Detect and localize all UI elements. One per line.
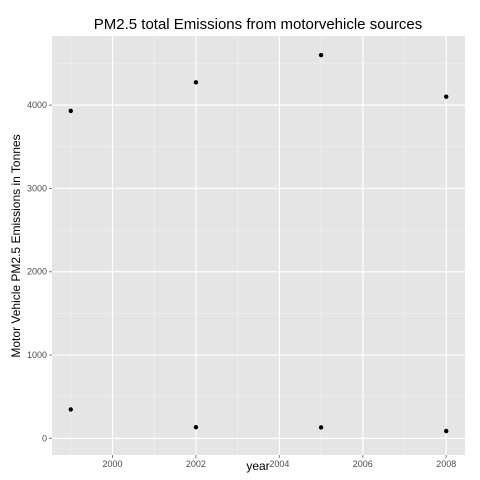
data-point [444, 428, 449, 434]
y-tick-label: 3000 [27, 183, 47, 193]
y-tick-label: 4000 [27, 100, 47, 110]
x-axis-label: year [246, 459, 269, 473]
y-tick-label: 2000 [27, 267, 47, 277]
data-point [68, 407, 73, 412]
plot-panel [52, 36, 465, 455]
y-axis-label: Motor Vehicle PM2.5 Emissions in Tonnes [9, 134, 23, 357]
chart-title: PM2.5 total Emissions from motorvehicle … [94, 16, 422, 33]
data-point [193, 80, 199, 85]
x-axis-ticks: 2000 2002 2004 2006 2008 [102, 455, 456, 469]
x-tick-label: 2004 [269, 459, 289, 469]
data-point [68, 108, 73, 114]
data-point [318, 425, 324, 430]
y-axis-ticks: 0 1000 2000 3000 4000 [27, 100, 52, 443]
y-tick-label: 0 [42, 433, 47, 443]
grid-lines [52, 36, 465, 455]
x-tick-label: 2002 [186, 459, 206, 469]
data-points [68, 52, 449, 434]
x-tick-label: 2008 [436, 459, 456, 469]
x-tick-label: 2006 [353, 459, 373, 469]
x-tick-label: 2000 [102, 459, 122, 469]
data-point [193, 424, 199, 430]
data-point [318, 52, 324, 58]
y-tick-label: 1000 [27, 350, 47, 360]
data-point [444, 94, 449, 99]
